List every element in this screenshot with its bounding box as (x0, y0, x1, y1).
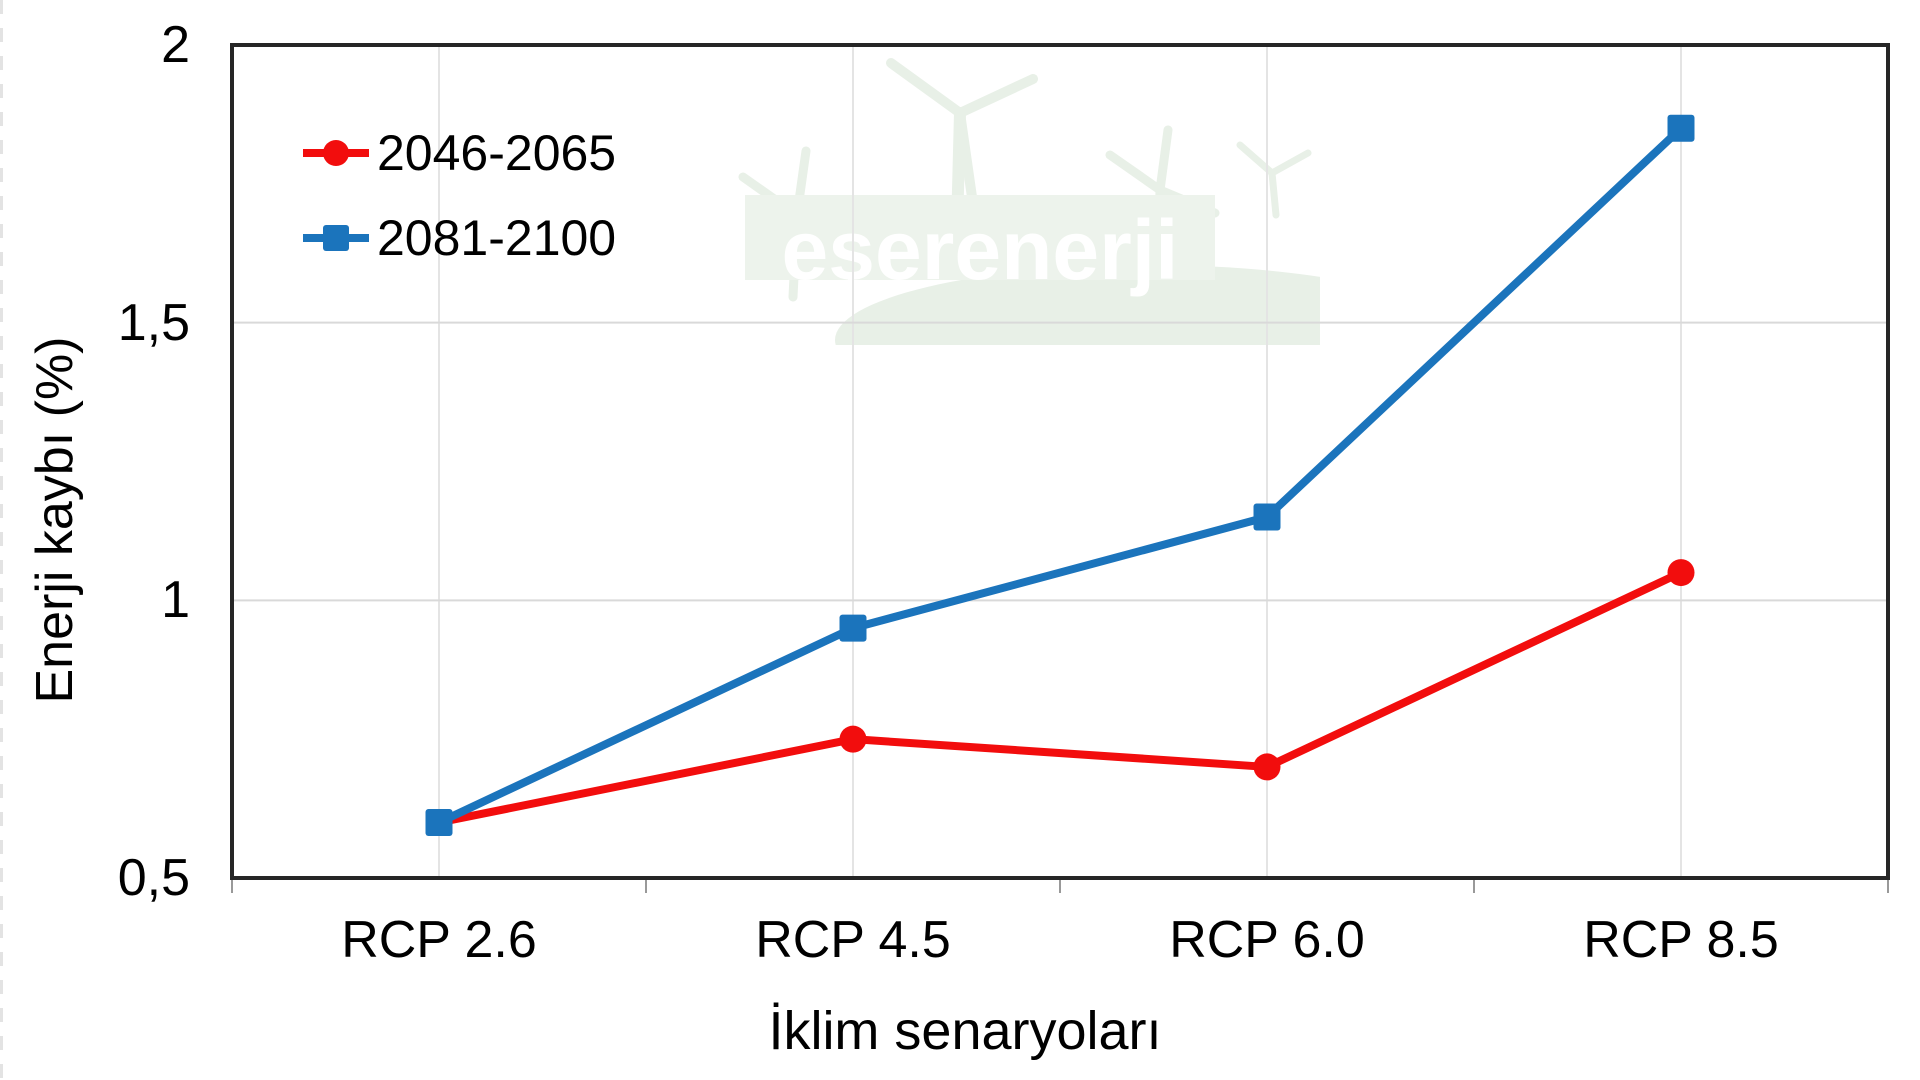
legend-item: 2046-2065 (303, 121, 616, 185)
y-axis-tick-labels: 0,5 1 1,5 2 (40, 0, 190, 940)
data-point-2081-2100-RCP 8.5 (1667, 114, 1695, 142)
page-edge-artifact (0, 0, 3, 1080)
data-point-2046-2065-RCP 6.0 (1253, 753, 1281, 781)
x-tick-label: RCP 4.5 (755, 911, 951, 969)
legend-label: 2046-2065 (377, 125, 617, 181)
y-tick-label: 0,5 (117, 849, 190, 907)
x-tick-label: RCP 6.0 (1169, 911, 1365, 969)
chart-plot-svg (230, 43, 1890, 893)
y-tick-label: 1 (161, 571, 190, 630)
series-line-2081-2100 (437, 125, 1684, 827)
x-axis-tick-labels: RCP 2.6 RCP 4.5 RCP 6.0 RCP 8.5 (232, 908, 1888, 978)
series-line-2046-2065 (438, 568, 1683, 827)
x-tick-label: RCP 8.5 (1583, 911, 1779, 969)
legend-item: 2081-2100 (303, 206, 616, 270)
legend-marker-icon (303, 225, 369, 251)
legend-label: 2081-2100 (377, 210, 617, 266)
legend-marker-icon (303, 140, 369, 166)
y-tick-label: 1,5 (117, 293, 190, 352)
data-point-2046-2065-RCP 8.5 (1667, 559, 1695, 587)
x-tick-label: RCP 2.6 (341, 911, 537, 969)
y-tick-label: 2 (161, 16, 190, 74)
data-point-2081-2100-RCP 2.6 (425, 808, 453, 836)
x-axis-title: İklim senaryoları (768, 1001, 1162, 1061)
plot-frame (230, 43, 1890, 880)
data-point-2046-2065-RCP 4.5 (839, 725, 867, 753)
data-point-2081-2100-RCP 6.0 (1253, 503, 1281, 531)
data-point-2081-2100-RCP 4.5 (839, 614, 867, 642)
